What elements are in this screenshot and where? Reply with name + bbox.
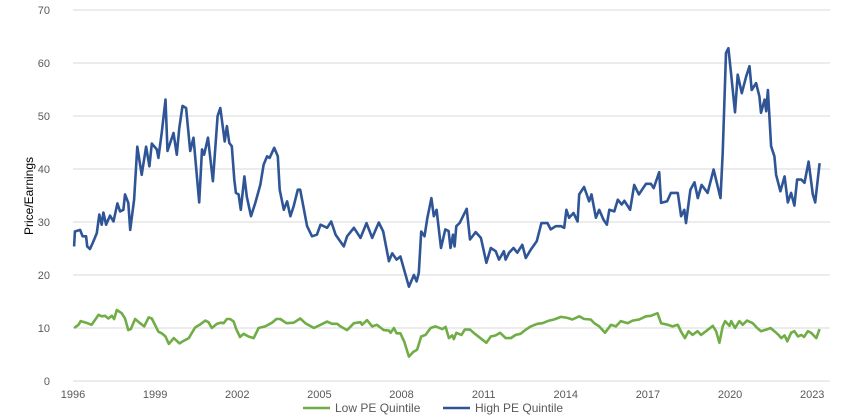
y-axis-ticks: 0 10 20 30 40 50 60 70 [38,5,50,388]
x-tick-label: 2017 [636,389,660,401]
x-axis-ticks: 1996 1999 2002 2005 2008 2011 2014 2017 2020 2023 [61,389,825,401]
y-tick-label: 40 [38,164,50,176]
legend-label: Low PE Quintile [335,401,421,415]
y-axis-title: Price/Earnings [22,157,36,235]
series-line-low-pe [73,308,821,358]
x-tick-label: 2023 [800,389,824,401]
y-tick-label: 10 [38,323,50,335]
legend: Low PE Quintile High PE Quintile [303,401,563,415]
y-tick-label: 60 [38,58,50,70]
legend-label: High PE Quintile [475,401,563,415]
y-tick-label: 50 [38,111,50,123]
gridlines [73,9,830,382]
x-tick-label: 2011 [472,389,496,401]
x-tick-label: 2008 [389,389,413,401]
x-tick-label: 1999 [143,389,167,401]
y-tick-label: 20 [38,270,50,282]
series-line-high-pe [72,46,821,289]
series-lines [72,46,821,358]
x-tick-label: 2002 [225,389,249,401]
x-tick-label: 2020 [718,389,742,401]
y-tick-label: 0 [44,376,50,388]
y-tick-label: 70 [38,5,50,17]
x-tick-label: 2014 [554,389,578,401]
x-tick-label: 1996 [61,389,85,401]
x-tick-label: 2005 [307,389,331,401]
y-tick-label: 30 [38,217,50,229]
